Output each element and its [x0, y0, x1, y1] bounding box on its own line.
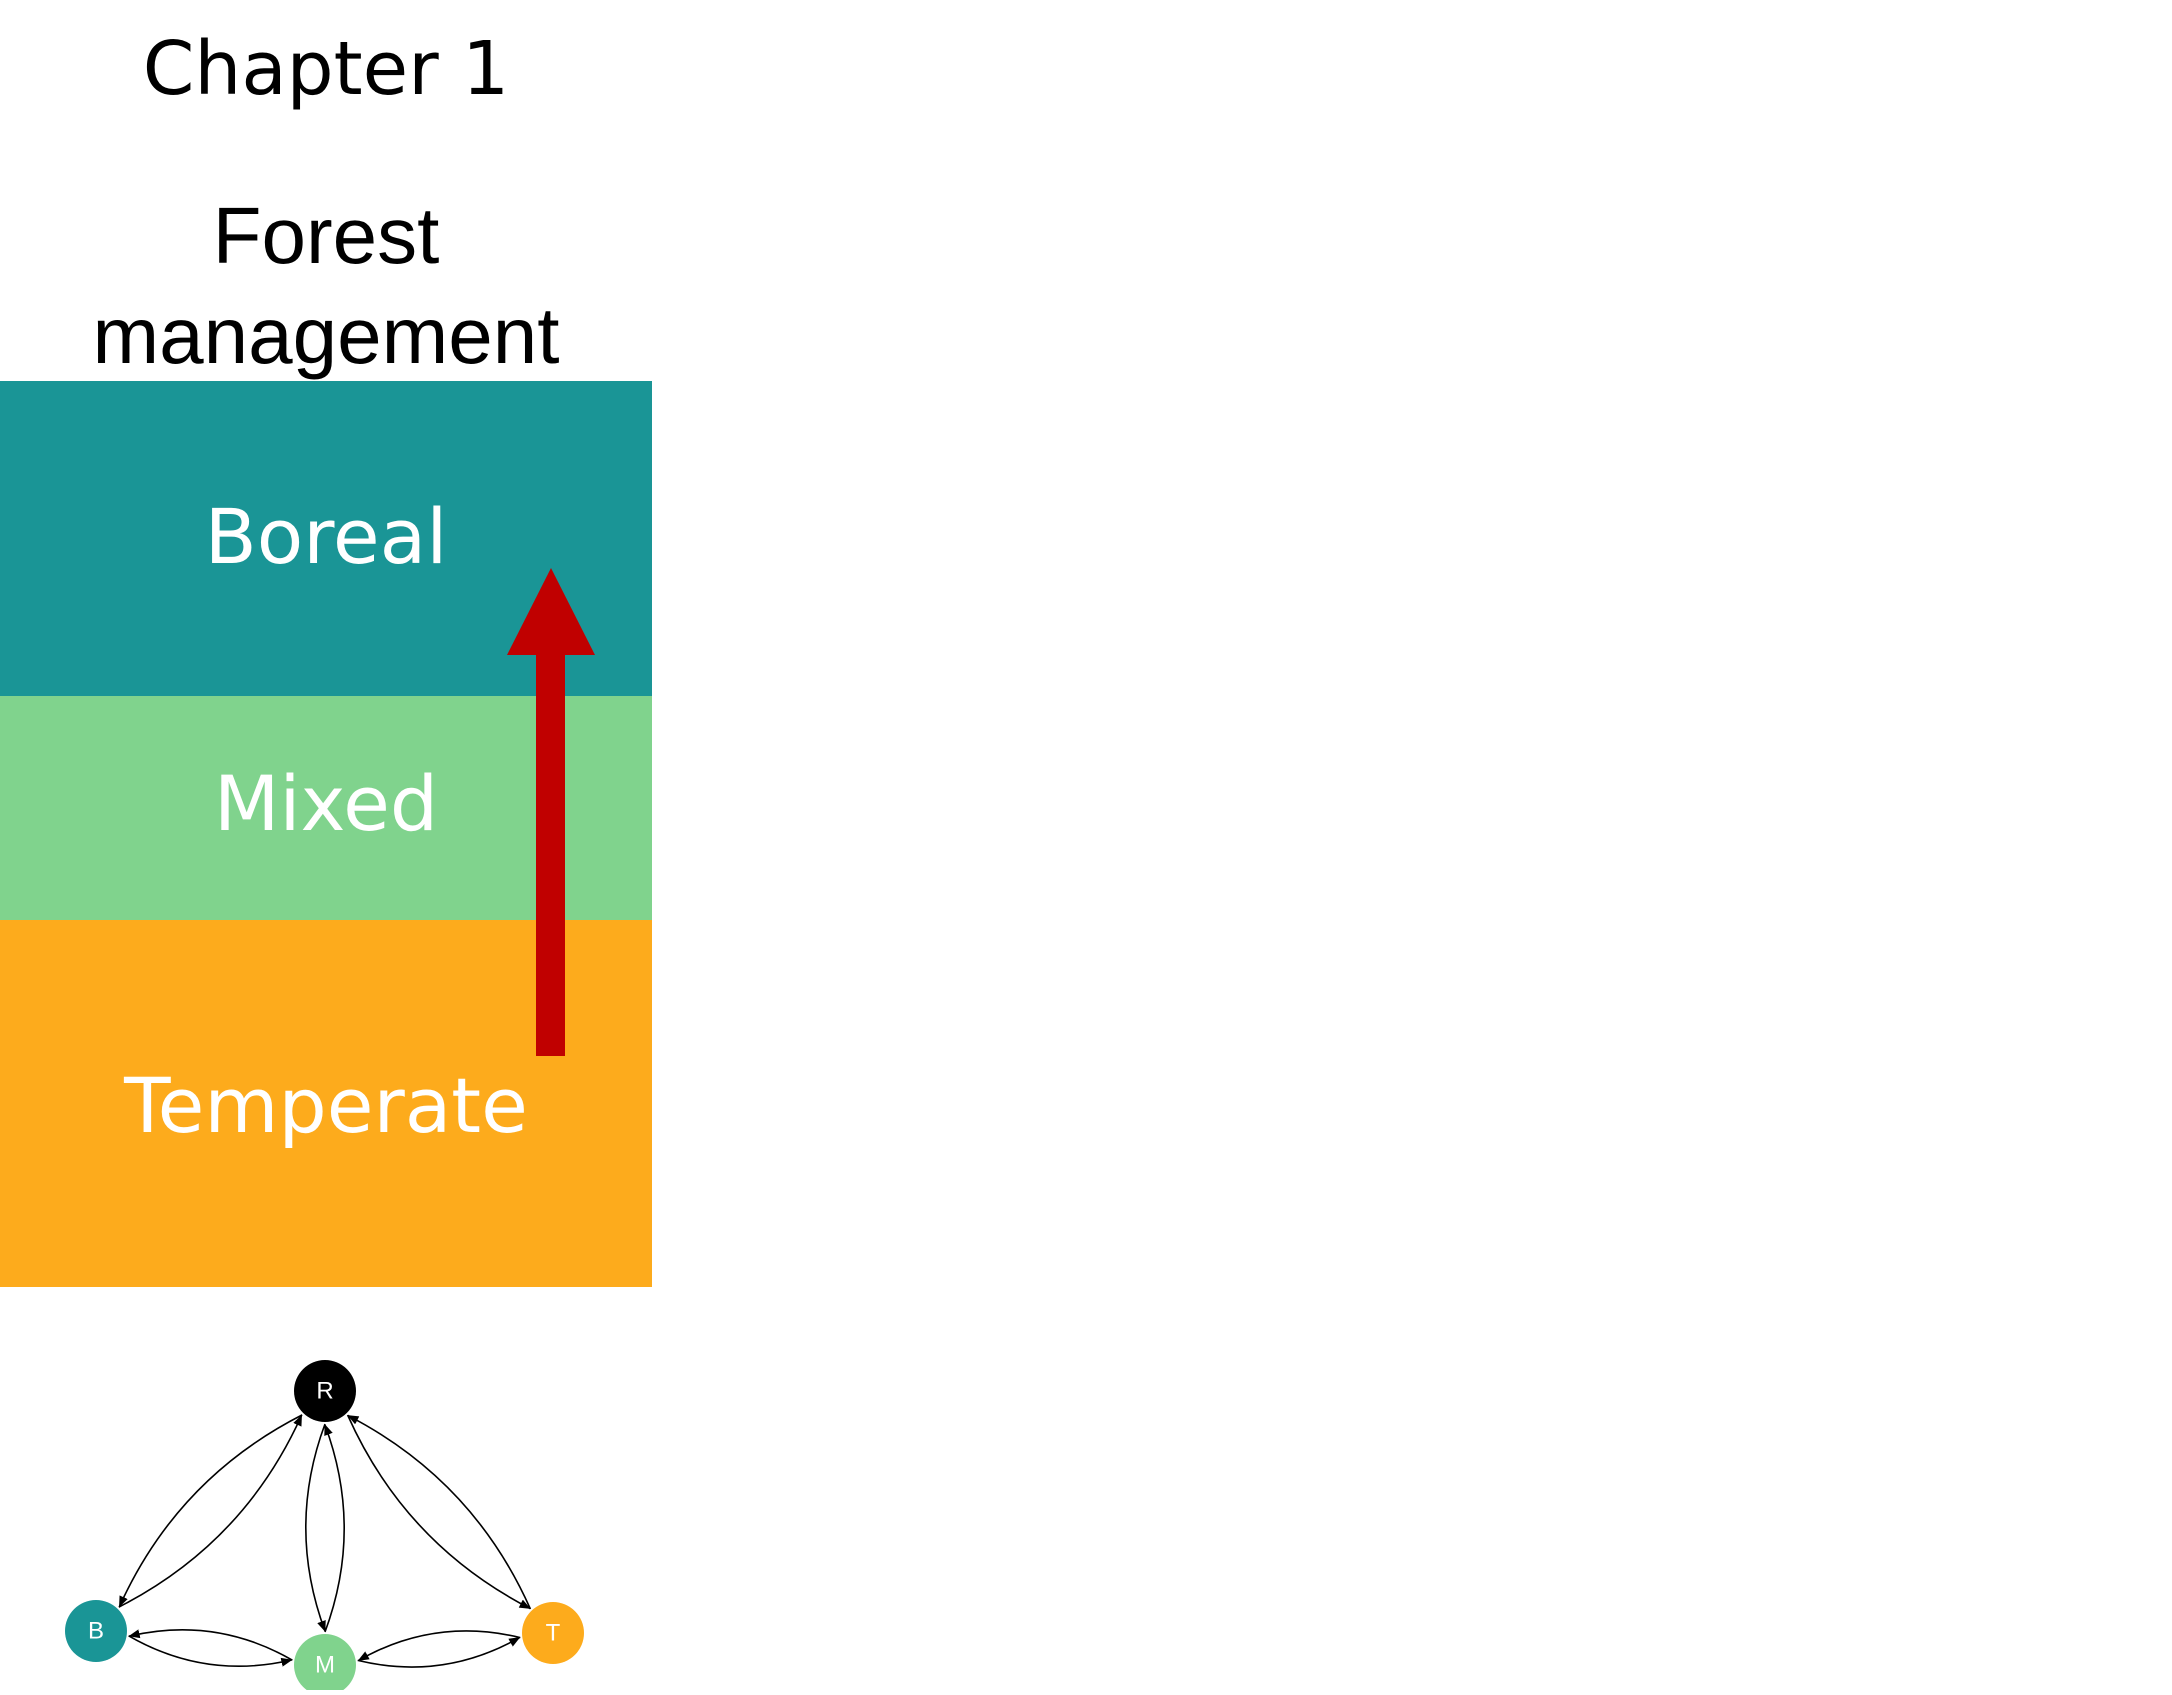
- zone-mixed-label: Mixed: [213, 759, 439, 848]
- node-M-circle: [294, 1634, 356, 1690]
- chapter-title: Chapter 1: [142, 26, 510, 112]
- edge-R-to-M: [305, 1423, 326, 1633]
- node-R-circle: [294, 1360, 356, 1422]
- section-title: Forest management: [0, 186, 652, 386]
- node-B-label: B: [88, 1618, 104, 1645]
- node-T: T: [522, 1602, 584, 1664]
- edge-B-to-M: [128, 1635, 293, 1667]
- edge-M-to-T: [357, 1637, 521, 1668]
- node-B: B: [65, 1600, 127, 1662]
- node-B-circle: [65, 1600, 127, 1662]
- section-title-line1: Forest: [212, 191, 440, 280]
- edge-M-to-R: [324, 1423, 345, 1633]
- edge-T-to-M: [357, 1630, 521, 1661]
- edge-R-to-T: [346, 1414, 531, 1610]
- node-R: R: [294, 1360, 356, 1422]
- node-M-label: M: [315, 1652, 335, 1679]
- node-T-label: T: [546, 1620, 561, 1647]
- edge-T-to-R: [347, 1414, 532, 1610]
- transition-network-diagram: R B M T: [65, 1360, 584, 1690]
- edge-M-to-B: [128, 1629, 293, 1661]
- zone-temperate: Temperate: [0, 920, 652, 1287]
- zone-temperate-label: Temperate: [124, 1061, 528, 1150]
- section-title-line2: management: [92, 291, 560, 380]
- edge-B-to-R: [118, 1414, 303, 1608]
- zone-mixed: Mixed: [0, 696, 652, 920]
- node-M: M: [294, 1634, 356, 1690]
- edge-R-to-B: [118, 1414, 303, 1608]
- node-T-circle: [522, 1602, 584, 1664]
- forest-zones-panel: Boreal Mixed Temperate: [0, 381, 652, 1287]
- node-R-label: R: [316, 1378, 333, 1405]
- zone-boreal-label: Boreal: [204, 492, 448, 581]
- zone-boreal: Boreal: [0, 381, 652, 696]
